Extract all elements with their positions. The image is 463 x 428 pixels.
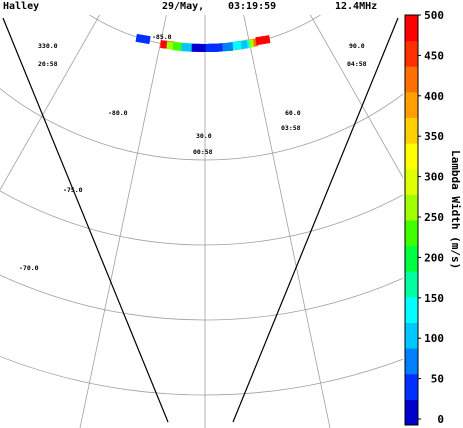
data-cell bbox=[135, 33, 151, 45]
header: Halley 29/May, 03:19:59 12.4MHz bbox=[3, 1, 377, 12]
colorbar-swatch bbox=[405, 40, 418, 67]
colorbar-swatch bbox=[405, 194, 418, 221]
mlt-label-0: 30.0 bbox=[196, 132, 212, 140]
colorbar-strip bbox=[405, 15, 418, 426]
colorbar-swatch bbox=[405, 399, 418, 426]
data-cells bbox=[135, 33, 271, 53]
colorbar-tick-label: 100 bbox=[424, 332, 444, 345]
mlt-label-30: 60.0 bbox=[285, 109, 301, 117]
colorbar-swatch bbox=[405, 245, 418, 272]
lat-label-minus-85: -85.0 bbox=[152, 33, 172, 41]
mlt-label-30-time: 03:58 bbox=[281, 124, 301, 132]
colorbar-swatch bbox=[405, 373, 418, 400]
colorbar-frame bbox=[404, 14, 419, 426]
lat-label-minus-75: -75.0 bbox=[63, 186, 83, 194]
colorbar-swatch bbox=[405, 66, 418, 93]
header-time: 03:19:59 bbox=[228, 1, 276, 12]
colorbar-swatch bbox=[405, 220, 418, 247]
meridian-30 bbox=[309, 15, 403, 179]
colorbar-swatch bbox=[405, 117, 418, 144]
fov-right-edge bbox=[232, 17, 399, 423]
meridian-minus-15 bbox=[79, 15, 167, 428]
mlt-label-330: 330.0 bbox=[38, 42, 58, 50]
colorbar-swatch bbox=[405, 15, 418, 42]
fov-left-edge bbox=[2, 17, 169, 423]
lat-label-minus-80: -80.0 bbox=[108, 109, 128, 117]
colorbar-tick-label: 50 bbox=[431, 373, 444, 386]
colorbar-tick-label: 0 bbox=[437, 413, 444, 426]
colorbar-tick-label: 300 bbox=[424, 171, 444, 184]
colorbar-tick-label: 350 bbox=[424, 130, 444, 143]
colorbar-tick-label: 150 bbox=[424, 292, 444, 305]
data-cell bbox=[208, 43, 223, 52]
colorbar-swatch bbox=[405, 143, 418, 170]
header-frequency: 12.4MHz bbox=[335, 1, 377, 12]
colorbar-swatch bbox=[405, 271, 418, 298]
header-date: 29/May, bbox=[162, 1, 204, 12]
colorbar-tick-label: 500 bbox=[424, 9, 444, 22]
colorbar-tick-label: 200 bbox=[424, 251, 444, 264]
colorbar-swatch bbox=[405, 348, 418, 375]
mlt-label-60: 90.0 bbox=[349, 42, 365, 50]
colorbar-swatch bbox=[405, 168, 418, 195]
lat-label-minus-70: -70.0 bbox=[19, 264, 39, 272]
colorbar-tick-label: 400 bbox=[424, 90, 444, 103]
data-cell bbox=[191, 43, 206, 53]
mlt-label-330-time: 20:58 bbox=[38, 60, 58, 68]
mlt-label-60-time: 04:58 bbox=[347, 60, 367, 68]
data-cell bbox=[255, 35, 271, 46]
colorbar-swatch bbox=[405, 91, 418, 118]
meridian-15 bbox=[243, 15, 331, 428]
colorbar-tick-label: 250 bbox=[424, 211, 444, 224]
meridian-minus-30 bbox=[0, 15, 101, 191]
colorbar-swatch bbox=[405, 322, 418, 349]
mlt-label-0-time: 00:58 bbox=[193, 148, 213, 156]
colorbar-swatch bbox=[405, 296, 418, 323]
colorbar-label: Lambda Width (m/s) bbox=[449, 150, 462, 269]
colorbar-tick-label: 450 bbox=[424, 49, 444, 62]
header-station: Halley bbox=[3, 1, 39, 12]
